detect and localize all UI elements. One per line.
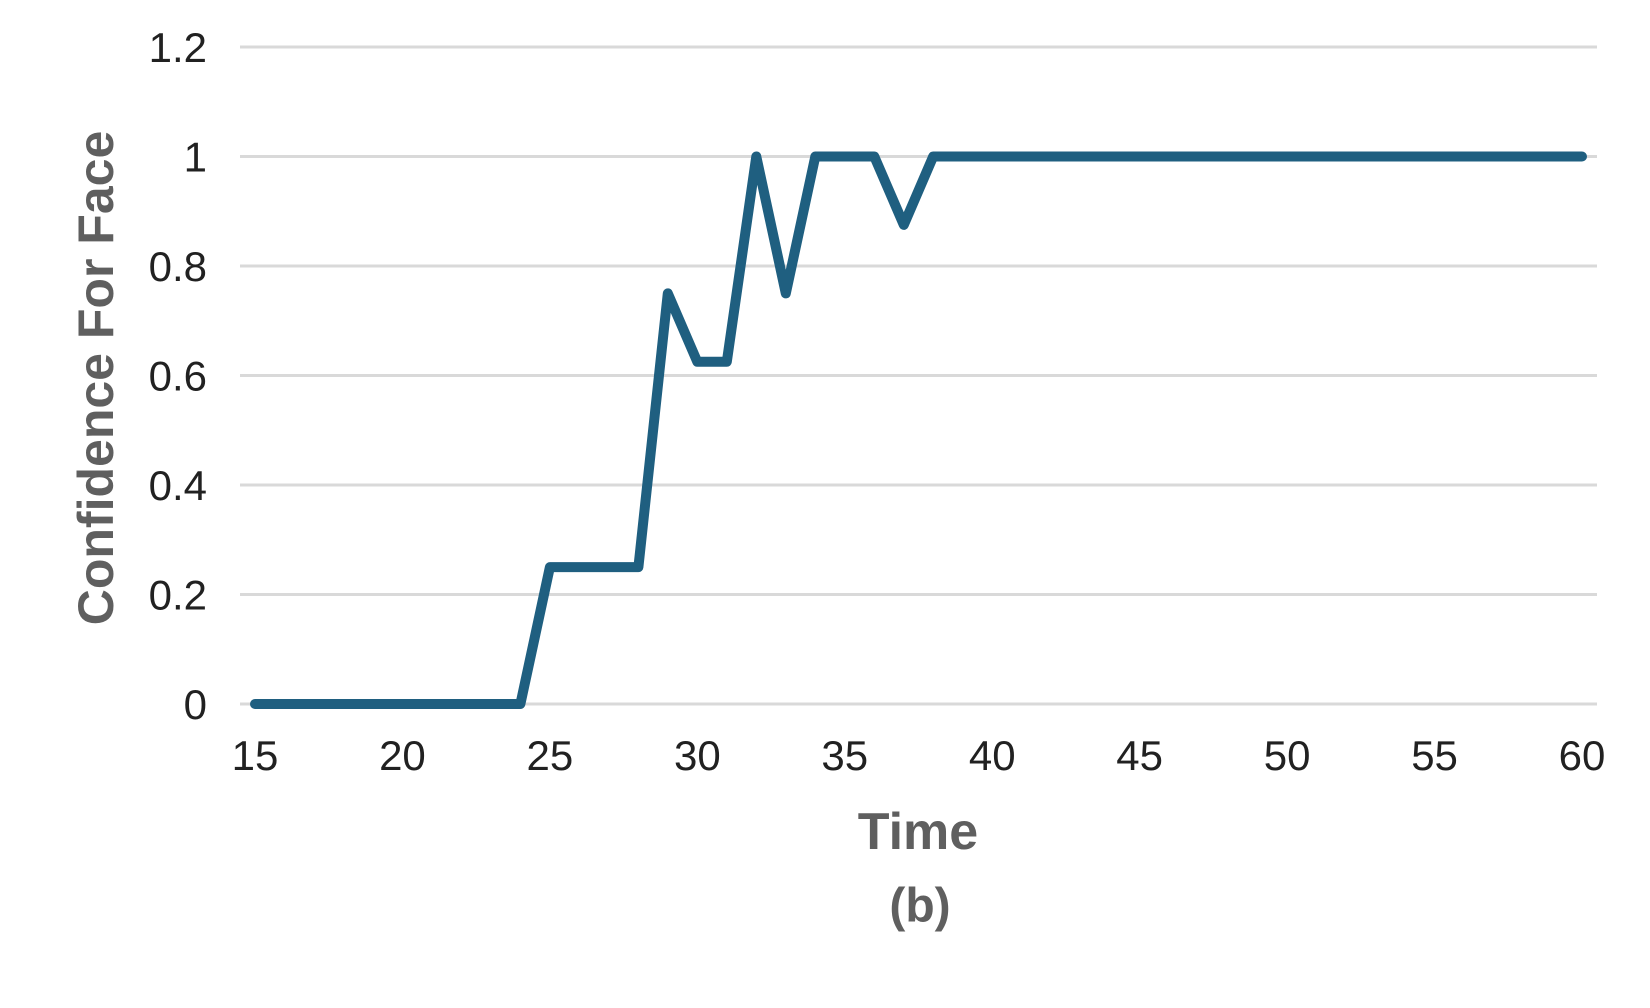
x-tick-label: 60 bbox=[1559, 732, 1606, 779]
y-tick-label: 0 bbox=[184, 681, 207, 728]
y-tick-label: 1 bbox=[184, 134, 207, 181]
y-tick-label: 0.6 bbox=[149, 353, 207, 400]
x-tick-label: 25 bbox=[527, 732, 574, 779]
y-tick-label: 0.4 bbox=[149, 462, 207, 509]
x-tick-label: 20 bbox=[379, 732, 426, 779]
x-tick-label: 35 bbox=[821, 732, 868, 779]
x-tick-label: 55 bbox=[1411, 732, 1458, 779]
x-tick-label: 50 bbox=[1264, 732, 1311, 779]
y-tick-label: 0.2 bbox=[149, 572, 207, 619]
x-tick-label: 45 bbox=[1116, 732, 1163, 779]
x-tick-label: 15 bbox=[232, 732, 279, 779]
x-tick-label: 30 bbox=[674, 732, 721, 779]
y-tick-label: 0.8 bbox=[149, 243, 207, 290]
x-tick-label: 40 bbox=[969, 732, 1016, 779]
y-axis-title: Confidence For Face bbox=[68, 130, 124, 626]
series-line bbox=[250, 151, 1587, 709]
subfigure-caption: (b) bbox=[889, 879, 951, 933]
y-tick-label: 1.2 bbox=[149, 24, 207, 71]
x-axis-title: Time bbox=[857, 803, 979, 861]
